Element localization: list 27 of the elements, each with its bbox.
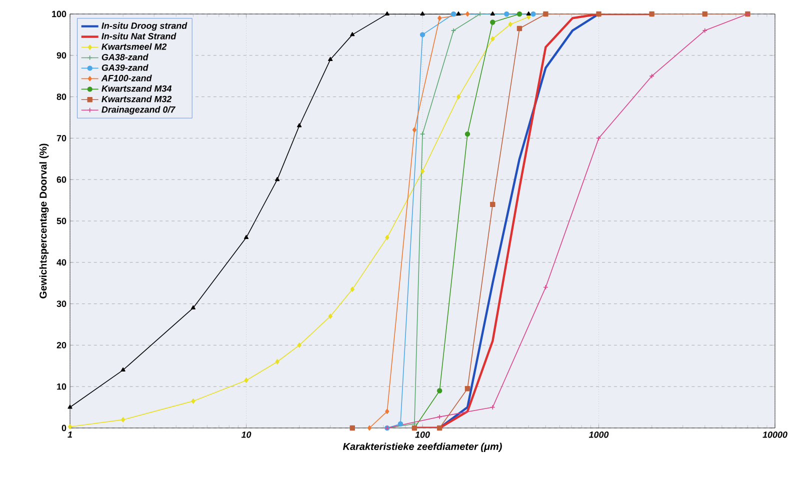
legend-label: In-situ Droog strand <box>102 22 188 31</box>
y-tick-label: 40 <box>56 259 66 266</box>
y-tick-label: 70 <box>56 135 66 142</box>
legend-label: Kwartszand M32 <box>102 96 172 102</box>
y-tick-label: 30 <box>56 300 66 307</box>
y-axis-title: Gewichtspercentage Doorval (%) <box>39 144 49 298</box>
legend-label: GA38-zand <box>102 54 148 60</box>
x-axis-title: Karakteristieke zeefdiameter (μm) <box>342 442 502 452</box>
legend-label: Drainagezand 0/7 <box>102 106 176 114</box>
x-tick-label: 10000 <box>762 432 788 438</box>
x-tick-label: 100 <box>415 432 430 438</box>
y-tick-label: 100 <box>52 10 66 18</box>
y-tick-label: 60 <box>56 176 66 183</box>
legend-label: AF100-zand <box>101 74 152 82</box>
y-tick-label: 80 <box>56 94 66 100</box>
legend-label: In-situ Nat Strand <box>102 32 176 40</box>
legend-label: Kwartszand M34 <box>102 85 172 92</box>
x-tick-label: 10 <box>241 432 252 438</box>
legend-label: Kwartsmeel M2 <box>102 43 167 50</box>
x-tick-label: 1 <box>68 432 72 438</box>
x-tick-label: 1000 <box>588 432 609 438</box>
y-tick-label: 20 <box>56 342 66 348</box>
y-tick-label: 50 <box>56 218 66 224</box>
legend-label: GA39-zand <box>102 64 148 71</box>
y-tick-label: 10 <box>57 383 66 390</box>
y-tick-label: 90 <box>56 52 66 59</box>
y-tick-label: 0 <box>62 424 66 432</box>
